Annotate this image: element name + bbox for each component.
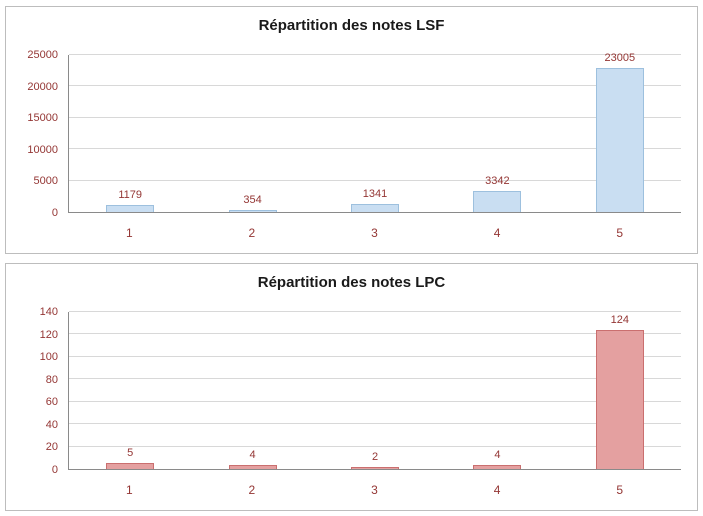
gridline [69,333,681,335]
bar-slot: 4 [436,312,558,469]
y-tick-label: 0 [51,464,58,476]
gridline [69,116,681,118]
gridline [69,148,681,150]
y-tick-label: 80 [45,373,58,386]
bar [351,203,400,212]
bar [595,67,644,212]
bar-slot: 124 [559,312,681,469]
chart-title-lsf: Répartition des notes LSF [258,17,445,34]
gridline [69,445,681,447]
bar [106,463,155,469]
gridline [69,311,681,312]
y-tick-label: 10000 [27,143,58,156]
y-tick-label: 140 [39,306,58,318]
data-label: 124 [610,313,629,326]
y-axis-labels: 0 20 40 60 80 100 120 140 [10,306,64,476]
x-tick-label: 5 [616,483,624,497]
bar-slot: 1341 [314,55,436,212]
bar-slot: 354 [191,55,313,212]
x-tick-label: 2 [248,483,256,497]
x-axis-labels: 1 2 3 4 5 [68,226,681,240]
x-tick-label: 1 [125,226,133,240]
bar [106,204,155,212]
y-tick-label: 40 [45,418,58,431]
y-tick-label: 20000 [27,80,58,93]
bar-slot: 23005 [559,51,681,212]
y-tick-label: 120 [39,328,58,341]
data-label: 1179 [118,188,143,201]
bar-slot: 2 [314,312,436,469]
x-tick-label: 3 [371,226,378,240]
gridline [69,400,681,402]
bar [595,329,644,469]
data-label: 354 [243,193,262,206]
bar [473,464,522,469]
bar-slot: 1179 [69,55,191,212]
gridline [69,179,681,181]
x-tick-label: 1 [125,483,133,497]
gridline [69,378,681,380]
data-label: 23005 [604,51,636,64]
chart-panel-lsf: Répartition des notes LSF 0 5000 10000 1500… [5,6,698,254]
data-label: 5 [127,447,134,460]
y-tick-label: 5000 [33,175,58,188]
bar-slots: 1179 354 1341 3342 23005 [69,51,681,212]
y-axis-labels: 0 5000 10000 15000 20000 25000 [10,49,64,219]
data-label: 4 [249,448,256,461]
gridline [69,85,681,87]
bar [228,464,277,469]
gridline [69,355,681,357]
y-tick-label: 25000 [27,49,58,61]
y-tick-label: 100 [39,351,58,364]
y-tick-label: 15000 [27,112,58,125]
plot-area: 5 4 2 4 124 [68,311,681,470]
chart-panel-lpc: Répartition des notes LPC 0 20 40 60 80 100 12… [5,263,698,511]
gridline [69,54,681,55]
chart-title-lpc: Répartition des notes LPC [257,274,446,291]
data-label: 3342 [485,175,510,188]
x-axis-labels: 1 2 3 4 5 [68,483,681,497]
plot-area: 1179 354 1341 3342 23005 [68,51,681,213]
data-label: 4 [494,448,501,461]
bar-slot: 3342 [436,55,558,212]
x-tick-label: 3 [371,483,378,497]
bar [473,191,522,212]
y-tick-label: 0 [51,207,58,219]
x-tick-label: 4 [493,226,501,240]
data-label: 1341 [362,187,388,200]
x-tick-label: 4 [493,483,501,497]
bar-slots: 5 4 2 4 124 [69,312,681,469]
bar [351,466,400,469]
y-tick-label: 20 [45,441,58,454]
y-tick-label: 60 [45,396,58,409]
data-label: 2 [371,450,379,463]
bar [228,209,277,212]
x-tick-label: 5 [616,226,624,240]
x-tick-label: 2 [248,226,256,240]
bar-slot: 4 [191,312,313,469]
bar-slot: 5 [69,312,191,469]
gridline [69,423,681,425]
